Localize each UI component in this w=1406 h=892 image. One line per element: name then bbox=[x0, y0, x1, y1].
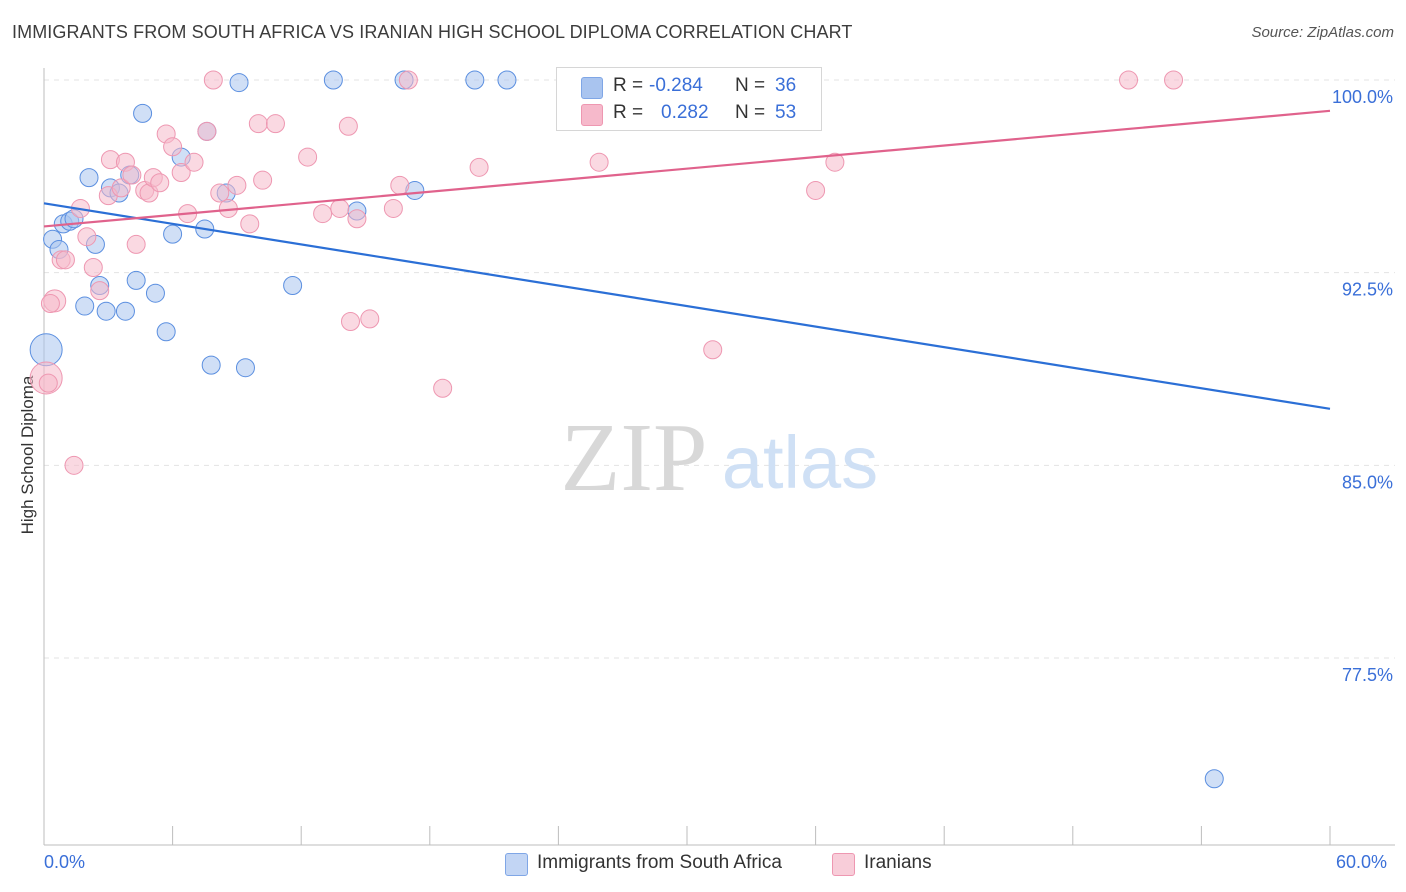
data-point bbox=[64, 455, 84, 475]
data-point bbox=[283, 276, 303, 296]
data-point bbox=[433, 378, 453, 398]
legend-r-value: 0.282 bbox=[661, 102, 709, 123]
data-point bbox=[235, 358, 255, 378]
data-point bbox=[40, 293, 60, 313]
data-point bbox=[75, 296, 95, 316]
legend-n-label: N = bbox=[735, 75, 766, 96]
data-point bbox=[360, 309, 380, 329]
data-point bbox=[163, 224, 183, 244]
data-point bbox=[330, 198, 350, 218]
data-point bbox=[347, 209, 367, 229]
axes bbox=[43, 68, 1395, 846]
legend-n-value: 53 bbox=[775, 102, 797, 123]
data-point bbox=[469, 157, 489, 177]
data-point bbox=[1204, 769, 1224, 789]
data-point bbox=[96, 301, 116, 321]
watermark-zip: ZIP bbox=[561, 404, 708, 512]
legend-swatch-iranians bbox=[581, 104, 603, 126]
data-point bbox=[390, 175, 410, 195]
data-point bbox=[703, 340, 723, 360]
trend-line bbox=[43, 109, 1331, 228]
data-point bbox=[383, 198, 403, 218]
trend-lines bbox=[43, 109, 1331, 410]
data-point bbox=[1119, 70, 1139, 90]
data-point bbox=[229, 73, 249, 93]
bottom-legend-label-south-africa: Immigrants from South Africa bbox=[537, 852, 782, 873]
data-point bbox=[197, 121, 217, 141]
data-point bbox=[55, 250, 75, 270]
data-point bbox=[122, 165, 142, 185]
data-point bbox=[150, 173, 170, 193]
data-point bbox=[115, 301, 135, 321]
data-point bbox=[465, 70, 485, 90]
data-point bbox=[248, 114, 268, 134]
data-point bbox=[806, 180, 826, 200]
data-point bbox=[338, 116, 358, 136]
legend-n-value: 36 bbox=[775, 75, 797, 96]
data-point bbox=[163, 137, 183, 157]
y-tick-labels: 77.5% 85.0% 92.5% 100.0% bbox=[1332, 87, 1393, 685]
y-tick-label: 100.0% bbox=[1332, 87, 1393, 107]
data-point bbox=[38, 373, 58, 393]
watermark: ZIP atlas bbox=[561, 404, 879, 512]
y-tick-label: 92.5% bbox=[1342, 280, 1393, 300]
bottom-legend-label-iranians: Iranians bbox=[864, 852, 932, 873]
legend-r-label: R = bbox=[613, 102, 644, 123]
data-point bbox=[227, 175, 247, 195]
correlation-legend: R = -0.284 N = 36 R = 0.282 N = 53 bbox=[556, 67, 822, 131]
data-point bbox=[111, 178, 131, 198]
data-point bbox=[171, 162, 191, 182]
data-point bbox=[83, 258, 103, 278]
data-point bbox=[497, 70, 517, 90]
x-tick-label-min: 0.0% bbox=[44, 852, 86, 872]
data-point bbox=[184, 152, 204, 172]
data-point bbox=[126, 270, 146, 290]
data-point bbox=[29, 333, 63, 367]
data-point bbox=[201, 355, 221, 375]
data-point bbox=[77, 227, 97, 247]
legend-n-label: N = bbox=[735, 102, 766, 123]
data-point bbox=[133, 103, 153, 123]
bottom-legend-swatch-iranians bbox=[832, 853, 855, 876]
data-point bbox=[253, 170, 273, 190]
data-point bbox=[156, 322, 176, 342]
source-label: Source: ZipAtlas.com bbox=[1251, 24, 1394, 41]
data-point bbox=[340, 311, 360, 331]
data-point bbox=[825, 152, 845, 172]
y-tick-label: 85.0% bbox=[1342, 472, 1393, 492]
bottom-legend-swatch-south-africa bbox=[505, 853, 528, 876]
data-point bbox=[265, 114, 285, 134]
data-point bbox=[589, 152, 609, 172]
data-point bbox=[398, 70, 418, 90]
data-point bbox=[79, 168, 99, 188]
data-point bbox=[323, 70, 343, 90]
legend-swatch-south-africa bbox=[581, 77, 603, 99]
watermark-atlas: atlas bbox=[722, 421, 878, 504]
trend-line bbox=[43, 202, 1331, 410]
data-point bbox=[203, 70, 223, 90]
x-tick-label-max: 60.0% bbox=[1336, 852, 1388, 872]
data-point bbox=[1164, 70, 1184, 90]
data-point bbox=[90, 281, 110, 301]
data-point bbox=[313, 204, 333, 224]
data-point bbox=[126, 234, 146, 254]
data-point bbox=[240, 214, 260, 234]
legend-r-label: R = bbox=[613, 75, 644, 96]
y-tick-label: 77.5% bbox=[1342, 665, 1393, 685]
chart-title: IMMIGRANTS FROM SOUTH AFRICA VS IRANIAN … bbox=[12, 22, 853, 42]
data-point bbox=[298, 147, 318, 167]
data-point bbox=[210, 183, 230, 203]
data-point bbox=[145, 283, 165, 303]
legend-r-value: -0.284 bbox=[649, 75, 703, 96]
